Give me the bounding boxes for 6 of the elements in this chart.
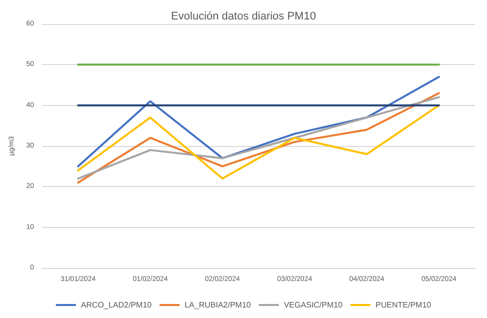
legend-label: VEGASIC/PM10 bbox=[284, 300, 344, 310]
legend-label: ARCO_LAD2/PM10 bbox=[80, 300, 152, 310]
legend-label: PUENTE/PM10 bbox=[376, 300, 432, 310]
line-series bbox=[77, 76, 440, 168]
legend-label: LA_RUBIA2/PM10 bbox=[184, 300, 252, 310]
chart-title: Evolución datos diarios PM10 bbox=[171, 10, 316, 22]
